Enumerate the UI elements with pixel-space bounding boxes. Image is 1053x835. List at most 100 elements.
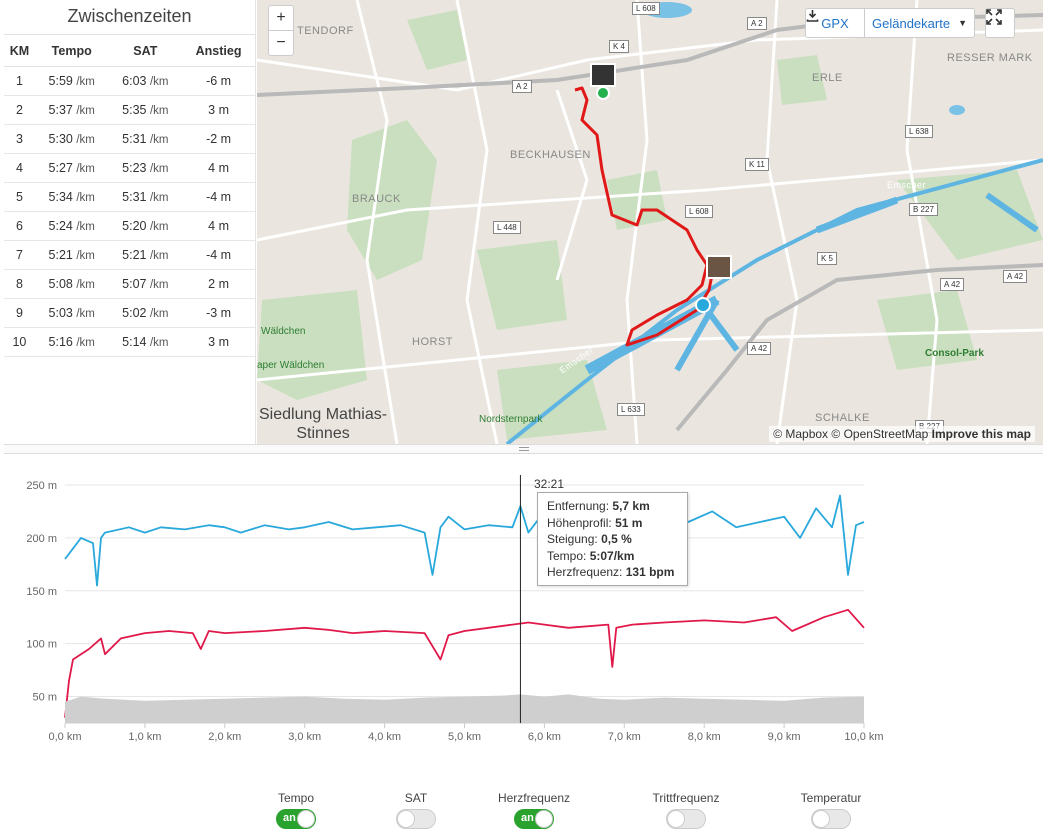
split-sat: 5:35 /km: [108, 95, 183, 125]
tooltip-distance: Entfernung: 5,7 km: [547, 498, 678, 515]
zoom-in-button[interactable]: +: [268, 5, 294, 31]
split-anstieg: -6 m: [182, 66, 255, 96]
toggle-switch[interactable]: [811, 809, 851, 829]
split-anstieg: -2 m: [182, 124, 255, 154]
unit-label: /km: [76, 105, 95, 117]
split-tempo-value: 5:59: [48, 74, 73, 88]
toggle-label: Herzfrequenz: [497, 791, 571, 805]
split-row: 3 5:30 /km 5:31 /km -2 m: [4, 124, 255, 154]
split-sat: 5:14 /km: [108, 327, 183, 357]
road-badge: K 5: [817, 252, 838, 265]
toggle-switch[interactable]: an: [276, 809, 316, 829]
road-badge: A 42: [940, 278, 965, 291]
map-label: ERLE: [812, 72, 843, 84]
split-sat: 5:20 /km: [108, 211, 183, 241]
split-sat-value: 5:23: [122, 161, 147, 175]
split-tempo-value: 5:21: [48, 248, 73, 262]
toggle-label: SAT: [404, 791, 428, 805]
map-canvas[interactable]: [257, 0, 1043, 444]
split-sat-value: 5:20: [122, 219, 147, 233]
header-anstieg: Anstieg: [182, 34, 255, 67]
series-h-henprofil-area: [65, 694, 864, 723]
split-anstieg: 4 m: [182, 153, 255, 183]
split-sat: 5:23 /km: [108, 153, 183, 183]
chart-canvas[interactable]: 250 m 200 m 150 m 100 m 50 m 0,0 km 1,0 km 2,0 …: [4, 455, 1043, 780]
split-tempo: 5:30 /km: [34, 124, 109, 154]
unit-label: /km: [149, 105, 169, 117]
resize-handle[interactable]: [4, 444, 1043, 454]
split-km: 7: [4, 240, 35, 270]
tooltip-grade: Steigung: 0,5 %: [547, 531, 678, 548]
unit-label: /km: [149, 279, 169, 291]
attribution-osm[interactable]: © OpenStreetMap: [831, 427, 929, 441]
toggle-switch[interactable]: an: [514, 809, 554, 829]
split-tempo: 5:27 /km: [34, 153, 109, 183]
x-tick-label: 1,0 km: [128, 731, 161, 743]
split-sat: 5:21 /km: [108, 240, 183, 270]
map-attribution: © Mapbox © OpenStreetMap Improve this ma…: [769, 426, 1035, 442]
unit-label: /km: [76, 279, 95, 291]
splits-body: 1 5:59 /km 6:03 /km -6 m 2 5:37 /km 5:35 /km 3 …: [4, 66, 255, 357]
split-tempo-value: 5:16: [48, 335, 73, 349]
route-start-marker[interactable]: [596, 86, 610, 100]
split-tempo-value: 5:34: [48, 190, 73, 204]
split-row: 1 5:59 /km 6:03 /km -6 m: [4, 66, 255, 96]
tooltip-value: 5,7 km: [612, 499, 650, 513]
elevation-chart[interactable]: 250 m 200 m 150 m 100 m 50 m 0,0 km 1,0 km 2,0 …: [4, 455, 1043, 780]
map-style-label: Geländekarte: [872, 15, 951, 31]
x-tick-label: 3,0 km: [288, 731, 321, 743]
unit-label: /km: [149, 76, 169, 88]
park-label: Wäldchen: [261, 326, 306, 337]
toggle-label: Temperatur: [800, 791, 862, 805]
toggle-tempo[interactable]: Tempo an: [256, 791, 336, 829]
road-badge: L 608: [685, 205, 713, 218]
toggle-label: Tempo: [277, 791, 315, 805]
route-current-marker[interactable]: [695, 297, 711, 313]
split-sat: 5:07 /km: [108, 269, 183, 299]
tooltip-value: 5:07/km: [589, 548, 635, 563]
photo-marker-1[interactable]: [590, 63, 616, 87]
split-tempo: 5:37 /km: [34, 95, 109, 125]
split-tempo-value: 5:03: [48, 306, 73, 320]
toggle-sat[interactable]: SAT: [376, 791, 456, 829]
x-tick-label: 5,0 km: [448, 731, 481, 743]
toggle-switch[interactable]: [666, 809, 706, 829]
split-row: 7 5:21 /km 5:21 /km -4 m: [4, 240, 255, 270]
split-sat: 5:31 /km: [108, 124, 183, 154]
gpx-label: GPX: [821, 15, 849, 31]
map-label: SCHALKE: [815, 412, 870, 424]
toggle-knob: [535, 810, 553, 828]
gpx-download-button[interactable]: GPX: [805, 8, 865, 38]
zoom-out-button[interactable]: −: [268, 30, 294, 56]
route-map[interactable]: TENDORF ERLE RESSER MARK BECKHAUSEN BRAU…: [257, 0, 1043, 444]
header-sat: SAT: [108, 34, 183, 67]
split-km: 10: [4, 327, 35, 357]
toggle-trittfrequenz[interactable]: Trittfrequenz: [646, 791, 726, 829]
map-style-dropdown[interactable]: Geländekarte ▼: [864, 8, 975, 38]
toggle-switch[interactable]: [396, 809, 436, 829]
x-tick-label: 6,0 km: [528, 731, 561, 743]
road-badge: A 2: [747, 17, 767, 30]
split-tempo-value: 5:37: [48, 103, 73, 117]
toggle-knob: [297, 810, 315, 828]
split-anstieg: 2 m: [182, 269, 255, 299]
photo-marker-2[interactable]: [706, 255, 732, 279]
fullscreen-button[interactable]: [985, 8, 1015, 38]
x-tick-label: 10,0 km: [844, 731, 883, 743]
park-label: Nordsternpark: [479, 414, 543, 425]
toggle-herzfrequenz[interactable]: Herzfrequenz an: [494, 791, 574, 829]
map-label: HORST: [412, 336, 453, 348]
road-badge: L 608: [632, 2, 660, 15]
split-row: 5 5:34 /km 5:31 /km -4 m: [4, 182, 255, 212]
improve-map-link[interactable]: Improve this map: [931, 427, 1031, 441]
road-badge: L 633: [617, 403, 645, 416]
unit-label: /km: [76, 308, 95, 320]
toggle-temperatur[interactable]: Temperatur: [791, 791, 871, 829]
attribution-mapbox[interactable]: © Mapbox: [773, 427, 829, 441]
split-sat-value: 6:03: [122, 74, 147, 88]
toggle-on-text: an: [521, 812, 534, 824]
place-label: Siedlung Mathias- Stinnes: [259, 405, 387, 443]
splits-title: Zwischenzeiten: [67, 6, 192, 26]
split-km: 5: [4, 182, 35, 212]
